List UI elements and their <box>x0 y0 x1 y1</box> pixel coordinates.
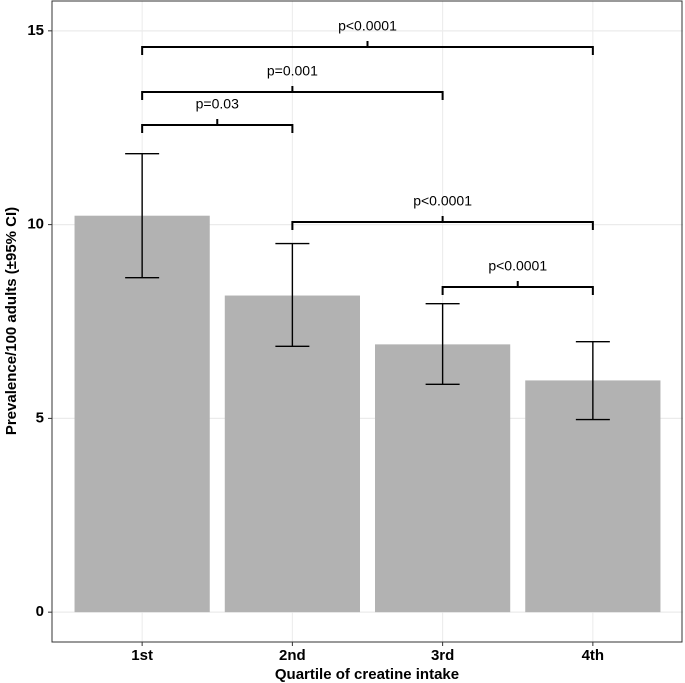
significance-label: p<0.0001 <box>488 258 547 274</box>
bar <box>375 344 511 613</box>
significance-label: p<0.0001 <box>413 193 472 209</box>
error-bar <box>125 152 160 279</box>
significance-label: p=0.03 <box>196 96 239 112</box>
significance-label: p<0.0001 <box>338 18 397 34</box>
x-tick-label: 3rd <box>431 647 454 664</box>
bar <box>224 295 360 613</box>
y-axis-title: Prevalence/100 adults (±95% CI) <box>3 207 20 435</box>
x-tick-label: 2nd <box>279 647 306 664</box>
significance-label: p=0.001 <box>267 63 318 79</box>
significance-bracket <box>141 119 294 133</box>
bar <box>74 215 210 613</box>
significance-bracket <box>291 216 594 230</box>
error-bar <box>575 340 610 421</box>
panel-border <box>51 0 683 643</box>
x-tick-label: 4th <box>582 647 605 664</box>
significance-bracket <box>141 41 594 55</box>
y-tick-label: 0 <box>36 603 44 620</box>
y-tick-label: 5 <box>36 409 44 426</box>
error-bar <box>425 302 460 385</box>
y-tick-label: 10 <box>27 216 44 233</box>
significance-bracket <box>441 281 594 295</box>
x-axis-title: Quartile of creatine intake <box>275 666 459 683</box>
y-tick-label: 15 <box>27 22 44 39</box>
error-bar <box>275 242 310 348</box>
x-tick-label: 1st <box>131 647 153 664</box>
significance-bracket <box>141 86 444 100</box>
